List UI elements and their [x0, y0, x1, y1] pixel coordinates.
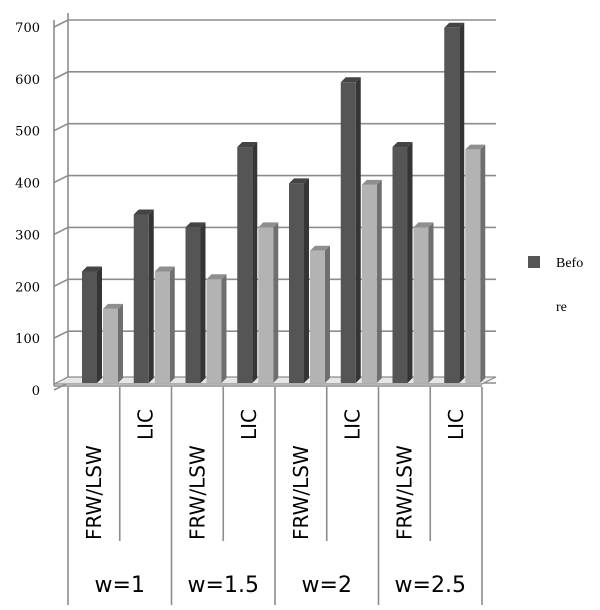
group-label: w=2 — [302, 573, 352, 598]
y-tick-label: 200 — [15, 280, 40, 295]
bar-series2 — [154, 266, 175, 383]
y-tick-label: 500 — [15, 125, 40, 140]
category-label: FRW/LSW — [392, 445, 416, 540]
y-tick-labels: 0 100 200 300 400 500 600 700 — [15, 21, 40, 399]
bar-before — [185, 222, 206, 383]
y-tick-label: 400 — [15, 177, 40, 192]
legend-label-line2: re — [556, 300, 567, 315]
category-label: LIC — [444, 409, 468, 440]
y-tick-label: 700 — [15, 21, 40, 36]
bar-series2 — [465, 144, 486, 383]
bar-before — [340, 77, 361, 383]
group-label: w=1.5 — [188, 573, 259, 598]
category-label: LIC — [341, 409, 365, 440]
bar-before — [237, 142, 258, 383]
bar-series2 — [258, 222, 279, 383]
category-label: LIC — [134, 409, 158, 440]
bar-series2 — [413, 222, 434, 383]
y-tick-label: 300 — [15, 228, 40, 243]
y-tick-label: 0 — [32, 384, 40, 399]
group-label: w=2.5 — [395, 573, 466, 598]
bars — [82, 22, 486, 384]
bar-series2 — [310, 245, 330, 383]
category-label: FRW/LSW — [82, 445, 106, 540]
category-label: FRW/LSW — [185, 445, 209, 540]
category-label: LIC — [237, 409, 261, 440]
category-label: FRW/LSW — [289, 445, 313, 540]
gridline — [53, 71, 496, 80]
bar-before — [392, 142, 413, 383]
gridline — [53, 19, 496, 28]
category-labels: FRW/LSW LIC FRW/LSW LIC FRW/LSW LIC FRW/LSW LIC… — [67, 387, 483, 605]
bar-series2 — [361, 179, 382, 383]
gridline — [53, 174, 496, 184]
bar-series2 — [103, 303, 123, 383]
bar-series2 — [206, 274, 227, 383]
bar-before — [444, 22, 465, 384]
y-tick-label: 100 — [15, 332, 40, 347]
legend-label-line1: Befo — [556, 256, 583, 271]
bar-before — [289, 178, 309, 383]
y-tick-label: 600 — [15, 73, 40, 88]
gridline — [53, 122, 496, 132]
legend-swatch-before — [528, 256, 540, 268]
group-label: w=1 — [95, 573, 145, 598]
legend: Befo re — [528, 256, 583, 315]
bar-before — [133, 209, 154, 383]
bar-before — [82, 266, 102, 383]
